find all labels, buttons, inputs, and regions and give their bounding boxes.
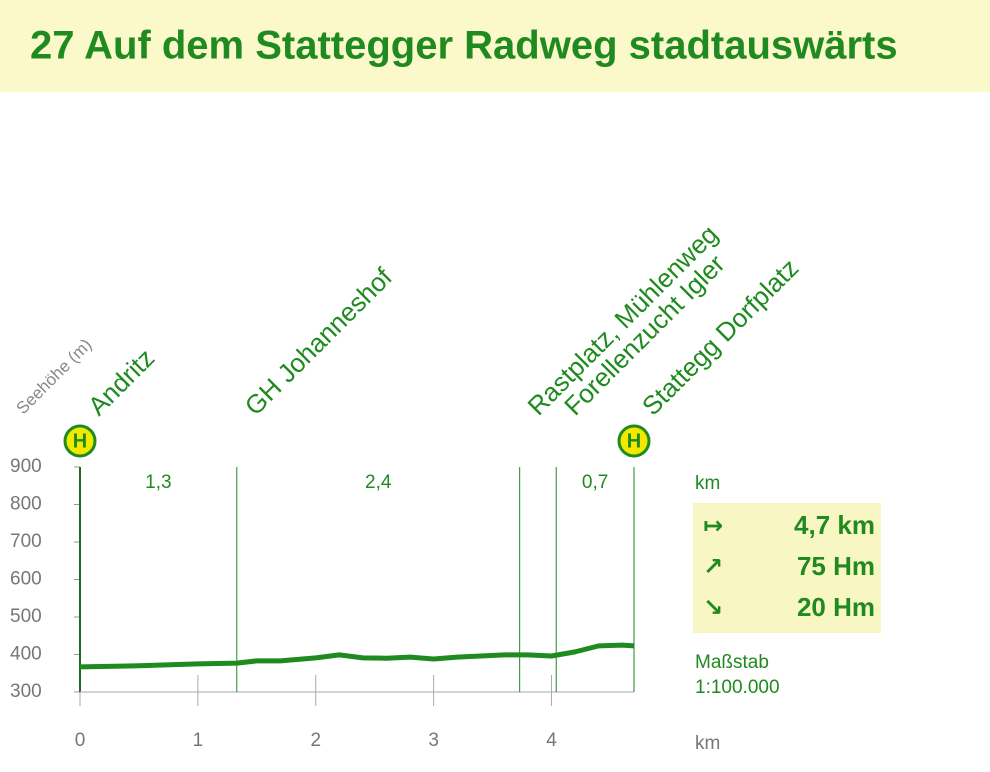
x-tick-label: 4 xyxy=(546,730,557,751)
y-tick-label: 900 xyxy=(10,456,42,477)
x-tick-label: 3 xyxy=(428,730,439,751)
y-tick-label: 700 xyxy=(10,531,42,552)
y-tick-label: 800 xyxy=(10,494,42,515)
x-tick-label: 0 xyxy=(75,730,86,751)
stop-icon xyxy=(63,424,97,458)
stop-symbol: H xyxy=(73,430,87,452)
summary-symbol: ↗ xyxy=(703,553,723,580)
summary-value: 4,7 km xyxy=(794,510,875,540)
scale-title: Maßstab xyxy=(695,652,769,673)
x-tick-label: 2 xyxy=(310,730,321,751)
y-tick-label: 300 xyxy=(10,681,42,702)
segment-label: 2,4 xyxy=(365,472,392,493)
summary-value: 75 Hm xyxy=(797,551,875,581)
x-unit: km xyxy=(695,733,720,754)
x-tick-label: 1 xyxy=(193,730,204,751)
y-axis-label: Seehöhe (m) xyxy=(13,335,96,418)
waypoint-label: Andritz xyxy=(82,343,160,421)
chart-title: 27 Auf dem Stattegger Radweg stadtauswär… xyxy=(30,24,898,68)
summary-symbol: ↦ xyxy=(703,512,723,539)
stop-symbol: H xyxy=(627,430,641,452)
y-tick-label: 400 xyxy=(10,644,42,665)
summary-unit: km xyxy=(695,473,720,494)
scale: 1:100.000 xyxy=(695,677,780,698)
segment-label: 1,3 xyxy=(145,472,171,493)
waypoint-label: GH Johanneshof xyxy=(239,261,399,421)
elevation-line xyxy=(79,642,635,670)
waypoint-label: Rastplatz, Mühlenweg xyxy=(522,219,724,421)
summary-symbol: ↘ xyxy=(703,594,723,621)
title-bar xyxy=(0,0,990,92)
segment-label: 0,7 xyxy=(582,472,608,493)
y-tick-label: 500 xyxy=(10,606,42,627)
summary-value: 20 Hm xyxy=(797,592,875,622)
y-tick-label: 600 xyxy=(10,569,42,590)
stop-icon xyxy=(617,424,651,458)
summary-box xyxy=(693,503,881,633)
